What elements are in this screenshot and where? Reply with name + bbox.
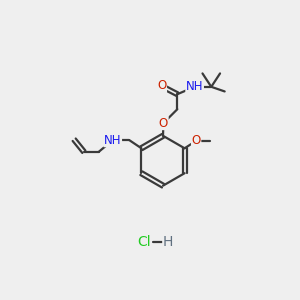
- Text: O: O: [159, 117, 168, 130]
- Text: H: H: [163, 235, 173, 249]
- Text: O: O: [191, 134, 201, 147]
- Text: O: O: [157, 80, 167, 92]
- Text: Cl: Cl: [138, 235, 151, 249]
- Text: NH: NH: [186, 80, 203, 93]
- Text: NH: NH: [104, 134, 122, 147]
